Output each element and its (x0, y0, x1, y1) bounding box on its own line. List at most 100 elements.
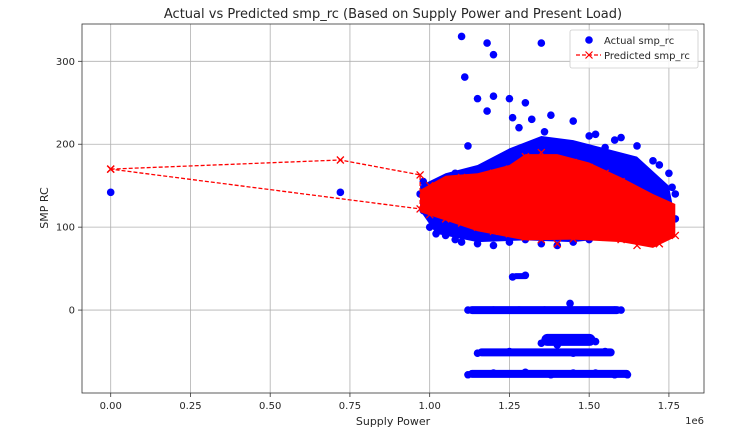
predicted-point (553, 239, 562, 248)
predicted-point (489, 202, 498, 211)
actual-point (521, 271, 530, 280)
actual-point (569, 369, 578, 377)
actual-point (451, 235, 460, 244)
plot-frame (81, 23, 705, 394)
actual-point (553, 241, 562, 250)
actual-point (464, 142, 472, 150)
actual-point (537, 239, 546, 248)
actual-point (617, 152, 625, 161)
predicted-point (416, 170, 425, 179)
predicted-point (569, 158, 578, 167)
actual-point (569, 117, 578, 125)
actual-point (489, 241, 498, 250)
actual-point (505, 238, 514, 246)
actual-point (537, 39, 546, 47)
predicted-point (336, 156, 345, 164)
legend-marker-predicted (585, 51, 593, 59)
predicted-point (601, 169, 610, 178)
actual-cloud-strip (541, 333, 596, 346)
actual-point (419, 177, 428, 186)
actual-point (460, 73, 469, 81)
predicted-point (489, 169, 498, 178)
actual-point (566, 299, 574, 308)
x-tick-label: 1.00 (419, 401, 441, 412)
actual-point (665, 169, 673, 178)
actual-point (425, 223, 434, 231)
actual-point (489, 369, 498, 377)
predicted-point (655, 239, 664, 248)
x-tick-label: 0.50 (259, 401, 281, 412)
y-axis-label: SMP RC (38, 187, 51, 229)
predicted-point (569, 234, 578, 243)
actual-point (473, 349, 482, 357)
y-axis-ticks: 0 100 200 300 (56, 57, 82, 317)
actual-point (649, 175, 657, 183)
predicted-point (664, 202, 673, 211)
actual-point (617, 133, 625, 142)
actual-point (505, 94, 514, 103)
actual-point (527, 115, 536, 124)
y-tick-label: 300 (56, 57, 75, 68)
x-tick-label: 0.00 (100, 401, 122, 412)
predicted-point (489, 227, 498, 236)
predicted-point (441, 214, 450, 223)
actual-point (489, 92, 498, 100)
actual-point (457, 32, 466, 41)
actual-point (649, 157, 657, 165)
actual-point (540, 306, 549, 314)
x-tick-label: 0.25 (179, 401, 201, 412)
x-axis-ticks: 0.00 0.25 0.50 0.75 1.00 1.25 1.50 1.75 (100, 393, 680, 412)
actual-point (473, 239, 482, 248)
actual-point (585, 132, 593, 140)
legend-label-predicted: Predicted smp_rc (604, 51, 690, 62)
predicted-point (473, 223, 482, 232)
actual-point (441, 231, 450, 240)
predicted-point (441, 185, 450, 194)
actual-point (610, 370, 619, 379)
actual-point (432, 229, 440, 238)
predicted-point (425, 181, 434, 190)
predicted-point (585, 163, 594, 172)
predicted-point (416, 204, 425, 213)
y-tick-label: 100 (56, 223, 75, 234)
actual-point (601, 143, 609, 152)
actual-point (515, 306, 523, 314)
predicted-point (425, 198, 434, 207)
predicted-point (617, 177, 626, 186)
actual-point (633, 142, 641, 150)
actual-point (591, 337, 600, 346)
actual-point (591, 130, 600, 139)
actual-point (508, 273, 517, 281)
actual-point (591, 369, 600, 377)
actual-point (617, 306, 625, 314)
predicted-point (633, 241, 641, 250)
actual-point (106, 188, 115, 197)
y-tick-label: 200 (56, 140, 75, 151)
predicted-point (106, 165, 115, 174)
actual-point (336, 188, 345, 197)
actual-point (521, 368, 530, 377)
actual-point (483, 39, 491, 47)
predicted-point (521, 152, 530, 161)
legend-label-actual: Actual smp_rc (604, 36, 674, 47)
actual-point (540, 127, 549, 136)
x-tick-label: 1.50 (578, 401, 600, 412)
actual-point (508, 113, 517, 122)
predicted-point (537, 181, 546, 190)
x-axis-label: Supply Power (356, 415, 431, 428)
actual-point (610, 136, 619, 144)
actual-point (547, 111, 555, 120)
predicted-point (537, 148, 546, 157)
predicted-point (585, 190, 594, 198)
predicted-point (537, 235, 546, 244)
predicted-point (553, 155, 562, 164)
actual-point (457, 238, 466, 246)
predicted-point (585, 231, 594, 240)
actual-point (610, 306, 619, 314)
data-layer (106, 32, 680, 379)
actual-point (623, 370, 632, 379)
actual-point (578, 335, 587, 343)
y-tick-label: 0 (69, 306, 75, 317)
actual-point (505, 347, 514, 356)
actual-point (601, 347, 609, 356)
